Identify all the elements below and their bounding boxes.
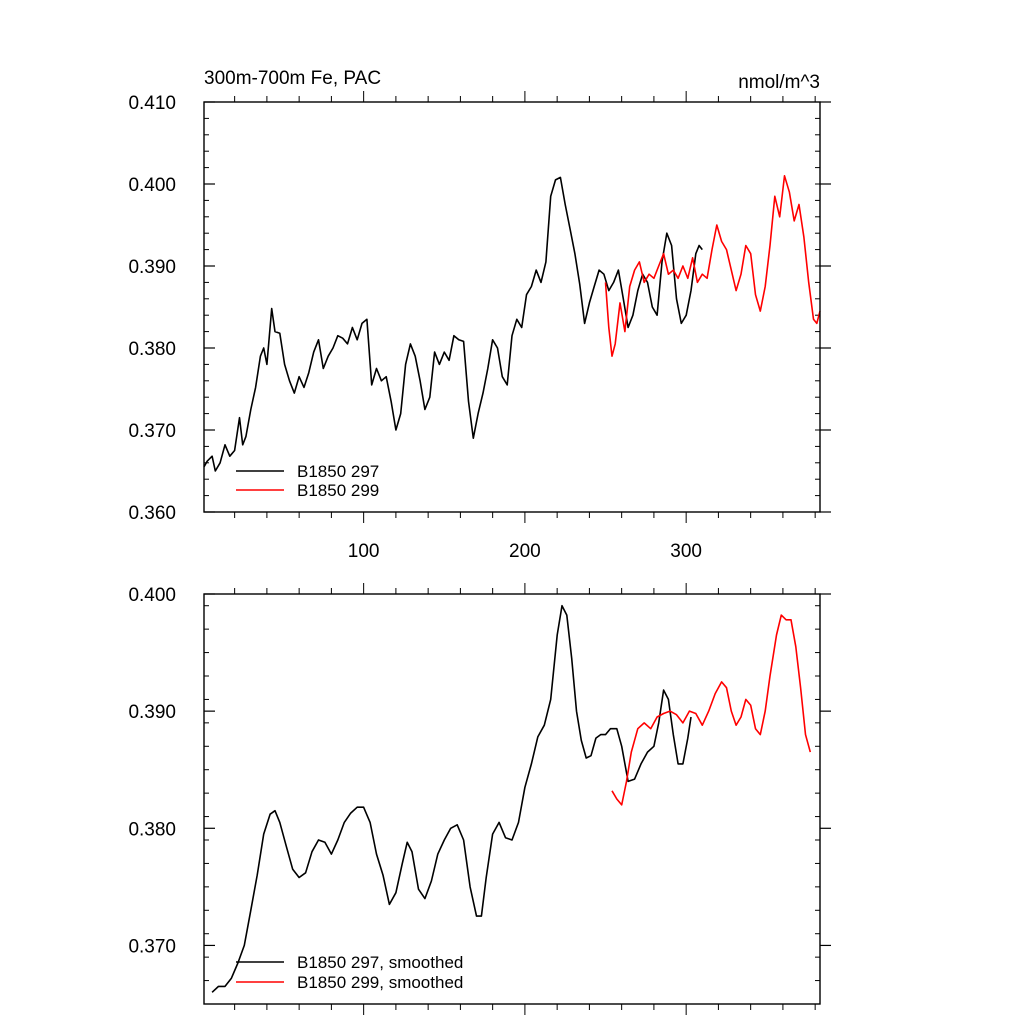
y-tick-label: 0.380 <box>128 339 176 360</box>
chart-title: 300m-700m Fe, PAC <box>204 68 381 89</box>
legend-label-299-smoothed: B1850 299, smoothed <box>297 973 463 992</box>
y-tick-label: 0.380 <box>128 819 176 840</box>
legend-label-299: B1850 299 <box>297 481 379 500</box>
bottom-plot-frame <box>203 593 821 1005</box>
top-plot-frame <box>203 101 821 513</box>
series-line-b1850-297 <box>203 176 703 472</box>
top-plot-lines <box>203 175 821 472</box>
y-tick-label: 0.400 <box>128 175 176 196</box>
bottom-panel: 0.370 0.380 0.390 0.400 B1850 297, smoothed… <box>128 583 831 1015</box>
top-legend: B1850 297 B1850 299 <box>236 462 379 500</box>
y-tick-label: 0.410 <box>128 93 176 114</box>
y-tick-label: 0.370 <box>128 936 176 957</box>
y-tick-label: 0.370 <box>128 421 176 442</box>
x-tick-label: 300 <box>670 541 702 562</box>
series-line-b1850-299-smoothed <box>611 614 812 806</box>
bottom-plot-lines <box>211 604 812 993</box>
y-tick-label: 0.360 <box>128 503 176 524</box>
units-label: nmol/m^3 <box>738 72 820 93</box>
y-tick-label: 0.400 <box>128 585 176 606</box>
top-axes: 0.360 0.370 0.380 0.390 0.400 0.410 100 200 300 <box>128 91 831 562</box>
top-panel: 300m-700m Fe, PAC nmol/m^3 0.3600.3700.3… <box>128 68 831 562</box>
x-tick-label: 100 <box>348 541 380 562</box>
bottom-legend: B1850 297, smoothed B1850 299, smoothed <box>236 953 463 992</box>
x-tick-label: 200 <box>509 541 541 562</box>
legend-label-297: B1850 297 <box>297 462 379 481</box>
y-tick-label: 0.390 <box>128 257 176 278</box>
legend-label-297-smoothed: B1850 297, smoothed <box>297 953 463 972</box>
series-line-b1850-299 <box>604 175 821 357</box>
bottom-axes: 0.370 0.380 0.390 0.400 <box>128 583 831 1015</box>
series-line-b1850-297-smoothed <box>211 604 692 993</box>
y-tick-label: 0.390 <box>128 702 176 723</box>
